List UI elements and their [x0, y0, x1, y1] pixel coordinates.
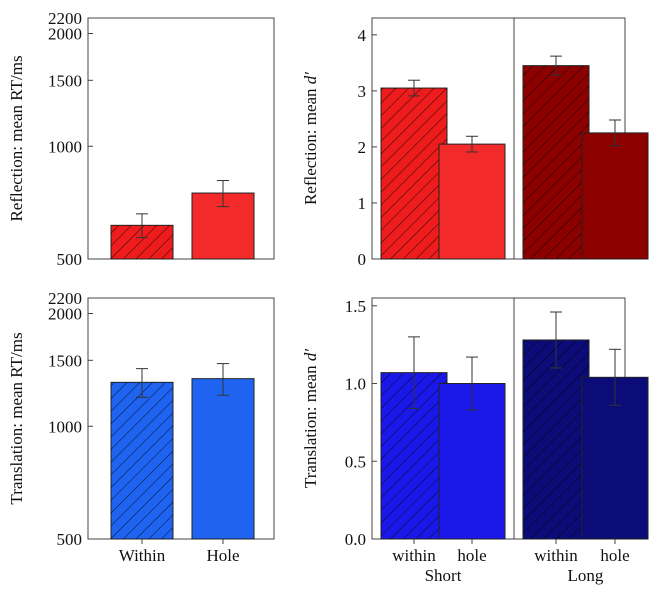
plot-frame — [87, 17, 275, 260]
x-tick-label: hole — [457, 546, 486, 565]
y-tick-label: 1000 — [48, 417, 82, 436]
y-tick-label: 1500 — [48, 71, 82, 90]
y-tick-label: 2200 — [48, 289, 82, 308]
y-tick-label: 2000 — [48, 305, 82, 324]
y-axis-label: Reflection: mean d′ — [301, 72, 320, 205]
bar-hatch — [523, 65, 589, 260]
y-tick-label: 2000 — [48, 25, 82, 44]
y-tick-label: 2 — [358, 138, 367, 157]
bar-hatch — [111, 382, 173, 539]
y-tick-label: 4 — [358, 26, 367, 45]
x-tick-label: Within — [119, 546, 166, 565]
bar-hatch — [523, 339, 589, 539]
y-axis-label: Reflection: mean RT/ms — [7, 55, 26, 221]
y-tick-label: 0.0 — [345, 530, 366, 549]
x-tick-label: hole — [600, 546, 629, 565]
plot-frame — [87, 297, 275, 540]
y-axis-label: Translation: mean d′ — [301, 349, 320, 488]
y-tick-label: 1.5 — [345, 297, 366, 316]
y-tick-label: 1500 — [48, 351, 82, 370]
bar — [438, 143, 506, 260]
y-tick-label: 2200 — [48, 9, 82, 28]
bar — [191, 378, 255, 540]
y-axis-label: Translation: mean RT/ms — [7, 332, 26, 504]
x-tick-label: within — [392, 546, 436, 565]
bar — [581, 132, 649, 260]
group-label: Short — [425, 566, 462, 585]
chart-translation_dprime: 0.0 0.5 1.0 1.5 Translation: mean d′ within ho… — [301, 297, 649, 585]
y-tick-label: 500 — [57, 530, 83, 549]
y-tick-label: 3 — [358, 82, 367, 101]
x-tick-label: within — [534, 546, 578, 565]
y-tick-label: 1000 — [48, 137, 82, 156]
y-tick-label: 1.0 — [345, 375, 366, 394]
group-label: Long — [568, 566, 604, 585]
y-tick-label: 0.5 — [345, 452, 366, 471]
chart-reflection_dprime: 0 1 2 3 4 Reflection: mean d′ — [301, 17, 649, 269]
y-tick-label: 0 — [358, 250, 367, 269]
bar-hatch — [381, 88, 447, 259]
y-tick-label: 1 — [358, 194, 367, 213]
x-tick-label: Hole — [206, 546, 239, 565]
y-tick-label: 500 — [57, 250, 83, 269]
